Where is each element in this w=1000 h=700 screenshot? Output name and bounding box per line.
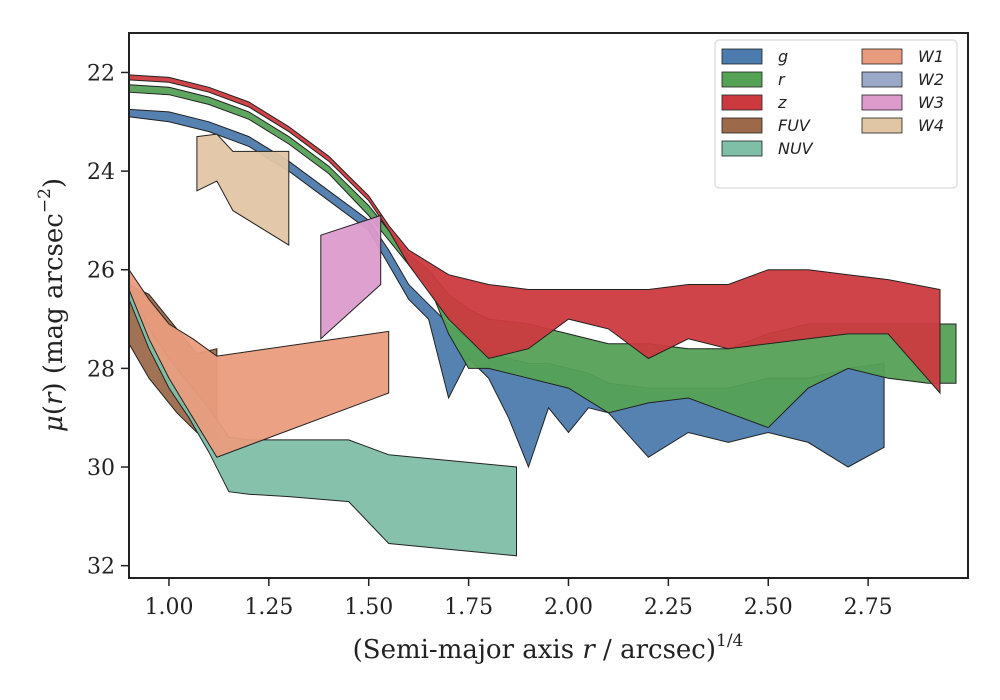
y-tick-label: 26 (87, 259, 115, 284)
x-tick-label: 1.75 (444, 595, 493, 620)
x-tick-label: 2.25 (644, 595, 693, 620)
legend-label-fuv: FUV (778, 116, 811, 135)
legend-swatch-w2 (861, 71, 903, 88)
x-tick-label: 2.00 (544, 595, 593, 620)
area-w3 (320, 214, 382, 340)
legend-label-w3: W3 (918, 93, 944, 112)
x-axis: 1.00 1.25 1.50 1.75 2.00 2.25 2.50 2.75 (144, 578, 893, 620)
y-tick-label: 28 (87, 357, 115, 382)
x-tick-label: 2.50 (744, 595, 793, 620)
y-tick-label: 30 (87, 456, 115, 481)
x-axis-label: (Semi-major axis r / arcsec)1/4 (353, 631, 744, 665)
legend-label-w4: W4 (918, 116, 944, 135)
y-tick-label: 22 (87, 61, 115, 86)
legend-label-r: r (778, 70, 786, 89)
area-z (128, 74, 941, 395)
series-areas (128, 74, 957, 557)
legend: grz FUV NUV W1 W2 W3 W4 (714, 39, 958, 189)
area-g (128, 108, 885, 469)
legend-swatch-nuv (721, 140, 763, 157)
y-tick-label: 32 (87, 555, 115, 580)
x-tick-label: 1.00 (144, 595, 193, 620)
plot-frame (128, 32, 969, 579)
legend-swatch-g (721, 48, 763, 65)
area-w1 (128, 268, 390, 458)
legend-swatch-r (721, 71, 763, 88)
legend-label-z: z (777, 93, 787, 112)
y-tick-label: 24 (87, 160, 115, 185)
legend-label-nuv: NUV (778, 139, 814, 158)
x-tick-label: 2.75 (844, 595, 893, 620)
legend-swatch-w4 (861, 117, 903, 134)
y-axis-label: μ(r) (mag arcsec−2) (35, 178, 69, 432)
legend-swatch-fuv (721, 117, 763, 134)
legend-label-w2: W2 (918, 70, 944, 89)
area-w4 (196, 133, 290, 246)
legend-label-g: g (778, 47, 788, 66)
legend-swatch-w3 (861, 94, 903, 111)
legend-swatch-z (721, 94, 763, 111)
x-tick-label: 1.25 (244, 595, 293, 620)
x-tick-label: 1.50 (344, 595, 393, 620)
legend-label-w1: W1 (918, 47, 944, 66)
y-axis: 22 24 26 28 30 32 (87, 61, 129, 580)
legend-swatch-w1 (861, 48, 903, 65)
